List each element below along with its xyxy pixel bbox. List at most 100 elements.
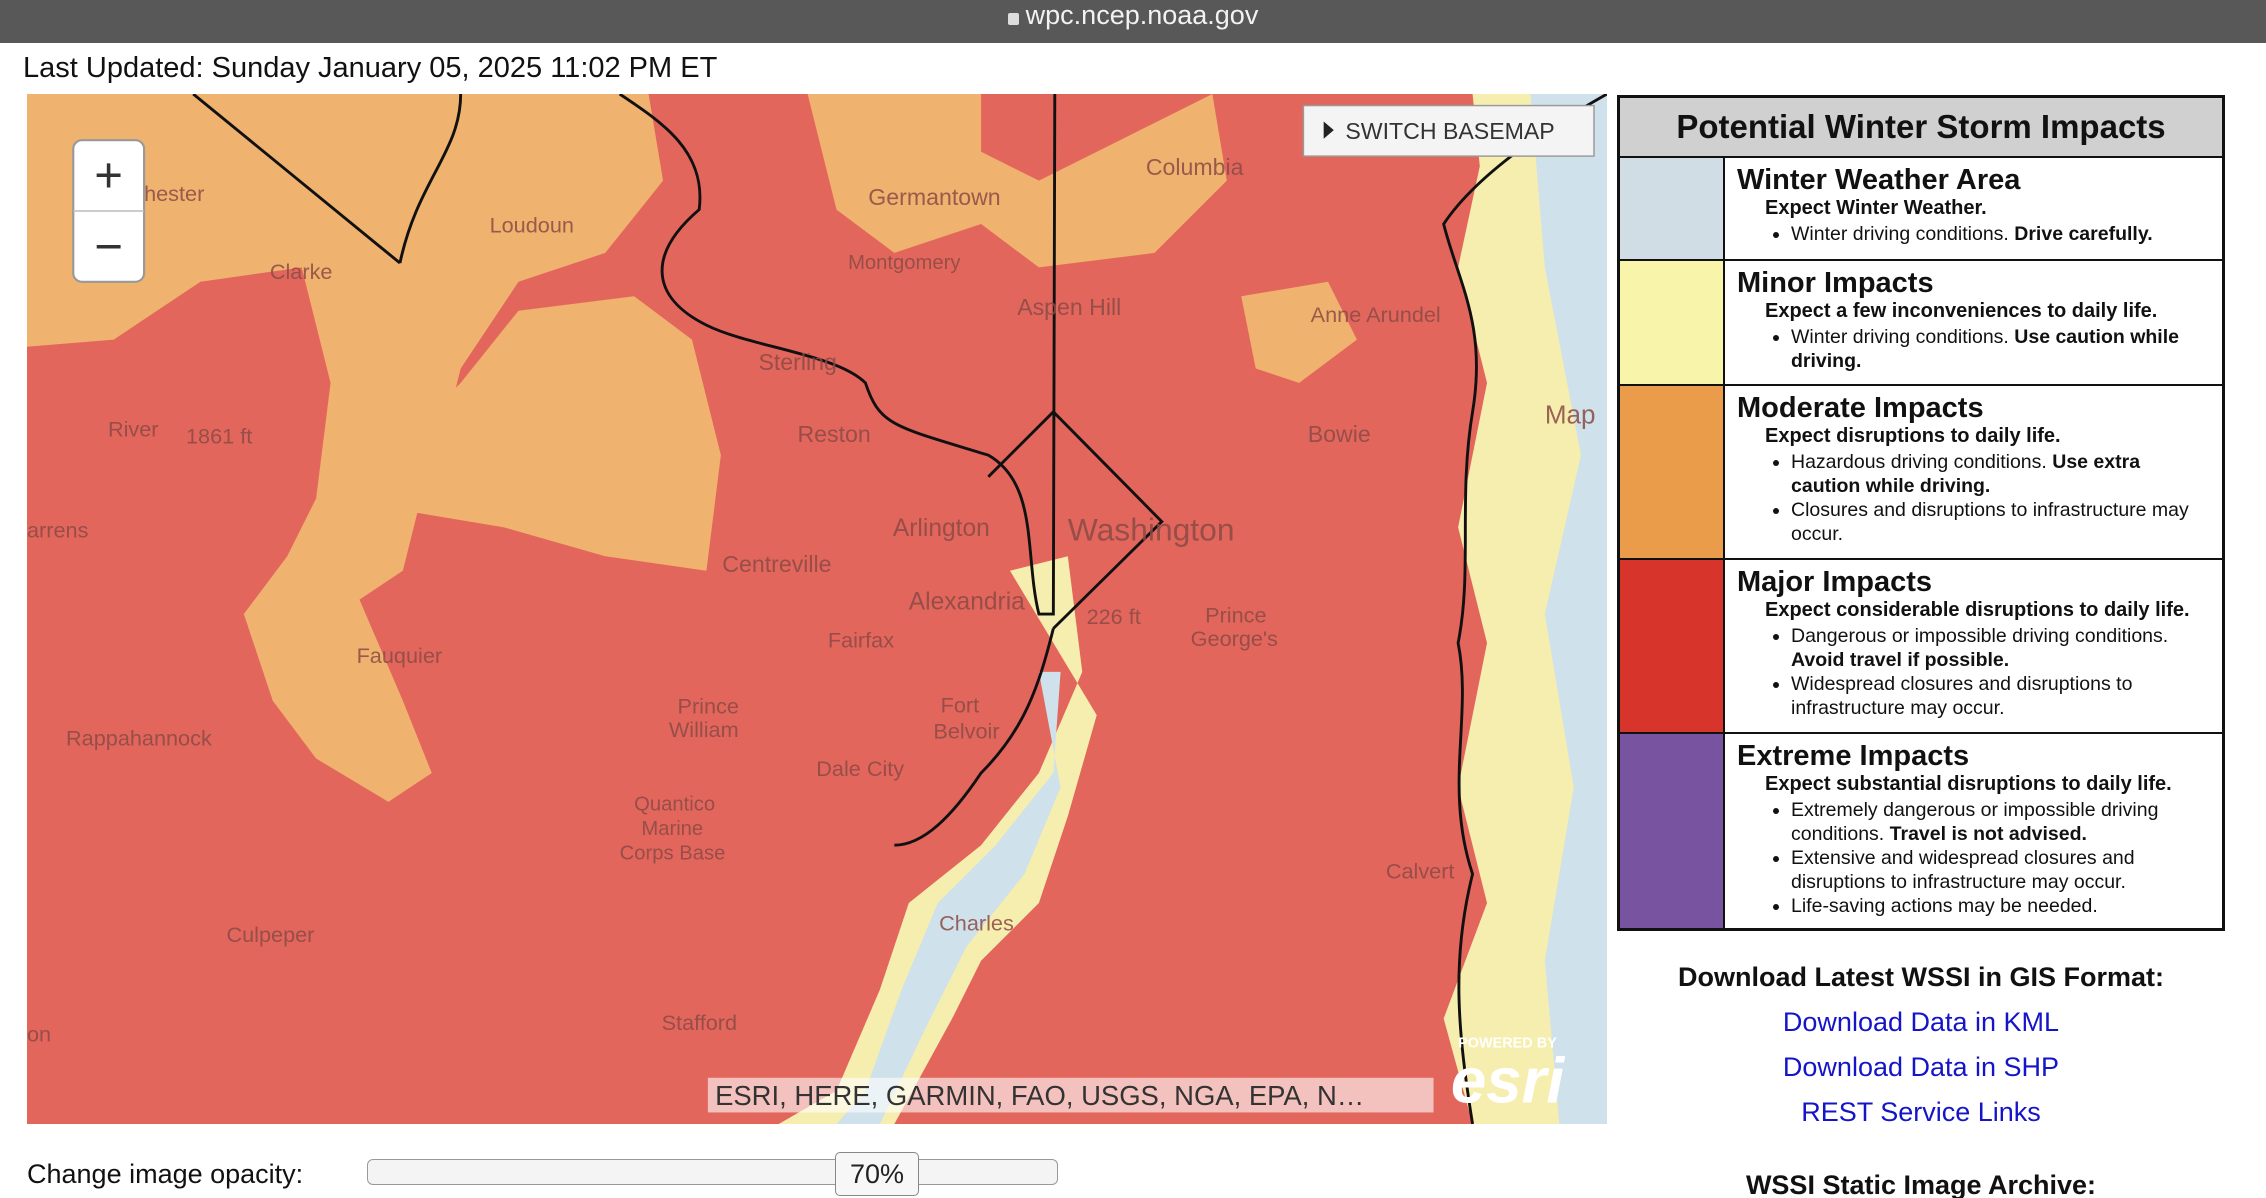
legend-row: Winter Weather Area Expect Winter Weather… — [1620, 158, 2222, 261]
legend-row: Major Impacts Expect considerable disrupt… — [1620, 560, 2222, 734]
button-label[interactable]: SWITCH BASEMAP — [1345, 118, 1554, 144]
map-label: on — [27, 1022, 51, 1047]
download-link[interactable]: Download Data in KML — [1782, 1007, 2060, 1037]
bullet-text: Extremely dangerous or impossible drivin… — [1791, 799, 2159, 845]
map-label: Sterling — [758, 349, 836, 375]
bullet-text: Extensive and widespread closures and di… — [1791, 847, 2135, 893]
download-link[interactable]: Download Data in SHP — [1782, 1052, 2060, 1082]
map-label: Centreville — [722, 551, 831, 577]
map-label: Fauquier — [357, 643, 443, 668]
bullet-text: Widespread closures and disruptions to i… — [1791, 673, 2133, 719]
zoom-control: + − — [72, 139, 146, 283]
legend-bullets: Winter driving conditions. Use caution w… — [1737, 325, 2214, 373]
zoom-out[interactable]: − — [94, 220, 123, 274]
legend-bullets: Hazardous driving conditions. Use extra … — [1737, 450, 2214, 546]
map-label: Clarke — [270, 259, 333, 284]
legend-heading: Minor Impacts — [1737, 267, 1934, 299]
legend-summary: Expect substantial disruptions to daily … — [1765, 773, 2172, 795]
opacity-handle[interactable]: 70% — [835, 1152, 919, 1196]
map-label: arrens — [27, 517, 89, 542]
legend-text: Minor Impacts Expect a few inconveniences… — [1725, 261, 2222, 384]
map-label: Aspen Hill — [1017, 294, 1121, 320]
legend-text: Winter Weather Area Expect Winter Weather… — [1725, 158, 2161, 259]
legend-bullets: Extremely dangerous or impossible drivin… — [1737, 798, 2214, 918]
map-label: Dale City — [816, 756, 904, 781]
map-label: Rappahannock — [66, 726, 212, 751]
legend-row: Extreme Impacts Expect substantial disrup… — [1620, 734, 2222, 928]
legend-bullet: Winter driving conditions. Use caution w… — [1791, 325, 2214, 373]
legend-text: Major Impacts Expect considerable disrupt… — [1725, 560, 2222, 732]
map-water — [1530, 94, 1607, 1124]
legend-summary: Expect Winter Weather. — [1765, 197, 1987, 219]
button-box — [1302, 104, 1595, 157]
bullet-bold: Travel is not advised. — [1889, 823, 2087, 845]
map-label: Charles — [939, 910, 1014, 935]
bullet-text: Life-saving actions may be needed. — [1791, 895, 2098, 917]
map-label: Stafford — [662, 1010, 737, 1035]
legend-heading: Winter Weather Area — [1737, 164, 2021, 196]
map-label: Belvoir — [933, 718, 999, 743]
bullet-text: Dangerous or impossible driving conditio… — [1791, 625, 2169, 647]
legend-bullet: Extremely dangerous or impossible drivin… — [1791, 798, 2214, 846]
url[interactable]: wpc.ncep.noaa.gov — [1025, 0, 1259, 30]
attribution-box — [707, 1077, 1434, 1113]
legend-bullet: Widespread closures and disruptions to i… — [1791, 672, 2214, 720]
map-labels: hester Loudoun Clarke Germantown Montgomery C… — [27, 154, 1595, 1047]
legend-text: Extreme Impacts Expect substantial disrup… — [1725, 734, 2222, 928]
download-link[interactable]: REST Service Links — [1801, 1097, 2041, 1127]
map[interactable]: + − SWITCH BASEMAP hester Loudoun Clarke Ge… — [27, 94, 1607, 1124]
legend-row: Moderate Impacts Expect disruptions to da… — [1620, 386, 2222, 560]
map-label: George's — [1191, 626, 1278, 651]
esri-logo[interactable]: esri — [1451, 1045, 1565, 1116]
map-moderate-area — [27, 94, 664, 528]
map-label: Germantown — [868, 184, 1000, 210]
legend-bullet: Closures and disruptions to infrastructu… — [1791, 498, 2214, 546]
map-water — [836, 671, 1061, 1124]
legend-rows: Winter Weather Area Expect Winter Weather… — [1620, 158, 2222, 928]
legend-swatch — [1620, 158, 1725, 259]
legend-swatch — [1620, 560, 1725, 732]
map-label: Anne Arundel — [1311, 302, 1441, 327]
map-label: Bowie — [1308, 421, 1371, 447]
downloads: Download Latest WSSI in GIS Format: Down… — [1617, 962, 2225, 1128]
map-label: 1861 ft — [186, 424, 252, 449]
map-label: River — [108, 416, 159, 441]
legend-bullet: Extensive and widespread closures and di… — [1791, 846, 2214, 894]
legend-title: Potential Winter Storm Impacts — [1620, 98, 2222, 158]
downloads-title: Download Latest WSSI in GIS Format: — [1677, 962, 2165, 992]
basemap-button[interactable]: SWITCH BASEMAP — [1302, 104, 1595, 157]
map-label: Washington — [1068, 511, 1235, 547]
county-line — [192, 94, 1607, 1124]
browser-bar: wpc.ncep.noaa.gov — [0, 0, 2266, 43]
map-label: Columbia — [1146, 154, 1244, 180]
map-label: Montgomery — [848, 252, 961, 274]
map-label: Marine — [641, 818, 703, 840]
map-moderate-area — [807, 94, 1227, 268]
caret-icon — [1323, 121, 1334, 139]
bullet-bold: Use caution while driving. — [1791, 326, 2179, 372]
map-label: 226 ft — [1087, 604, 1141, 629]
map-label: William — [669, 717, 739, 742]
map-label: Arlington — [893, 515, 990, 542]
bullet-bold: Use extra caution while driving. — [1791, 451, 2141, 497]
map-label: Quantico — [634, 794, 715, 816]
map-label: Alexandria — [909, 589, 1025, 616]
last-updated: Last Updated: Sunday January 05, 2025 11… — [23, 52, 718, 84]
legend-swatch — [1620, 386, 1725, 558]
map-moderate-area — [243, 296, 721, 802]
powered-by: POWERED BY — [1458, 1035, 1557, 1051]
legend-summary: Expect considerable disruptions to daily… — [1765, 599, 2190, 621]
legend: Potential Winter Storm Impacts Winter We… — [1617, 95, 2225, 931]
bullet-bold: Avoid travel if possible. — [1791, 649, 2010, 671]
archive-title: WSSI Static Image Archive: — [1745, 1170, 2097, 1198]
opacity-label: Change image opacity: — [27, 1159, 304, 1189]
opacity-slider[interactable] — [367, 1159, 1058, 1185]
zoom-in[interactable]: + — [94, 149, 123, 203]
map-label: Prince — [1205, 603, 1266, 628]
map-moderate-area — [1241, 281, 1357, 383]
legend-heading: Major Impacts — [1737, 566, 1932, 598]
map-label: Culpeper — [226, 922, 314, 947]
map-label: Prince — [678, 694, 739, 719]
attribution[interactable]: ESRI, HERE, GARMIN, FAO, USGS, NGA, EPA,… — [715, 1080, 1364, 1111]
